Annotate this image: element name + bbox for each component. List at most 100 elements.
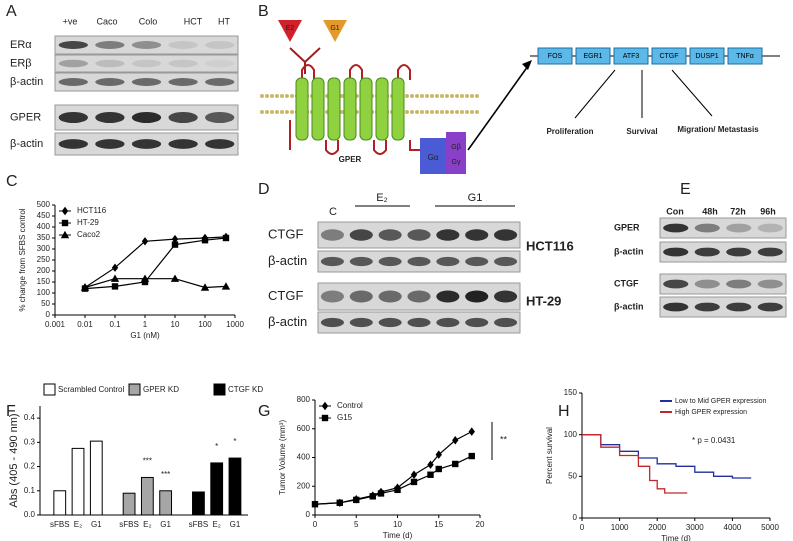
point bbox=[222, 234, 230, 242]
lipid bbox=[340, 110, 344, 114]
lipid bbox=[440, 110, 444, 114]
row-label: CTGF bbox=[614, 278, 639, 288]
helix bbox=[359, 77, 373, 141]
lipid bbox=[465, 94, 469, 98]
band bbox=[131, 139, 162, 149]
legend-label: Control bbox=[337, 401, 363, 410]
receptor-loops bbox=[289, 64, 420, 155]
y-tick-label: 0.0 bbox=[24, 510, 36, 519]
y-tick-label: 600 bbox=[297, 424, 311, 433]
band bbox=[757, 279, 783, 289]
band bbox=[663, 223, 689, 233]
legend-label: Caco2 bbox=[77, 230, 101, 239]
x-tick-label: 0.1 bbox=[109, 320, 121, 329]
lipid bbox=[475, 94, 479, 98]
g-beta-gamma bbox=[446, 132, 466, 174]
band bbox=[757, 302, 783, 312]
x-tick-label: G1 bbox=[230, 520, 241, 529]
bar bbox=[53, 490, 67, 516]
lipid bbox=[455, 110, 459, 114]
lipid bbox=[440, 94, 444, 98]
y-tick-label: 100 bbox=[564, 430, 578, 439]
lipid bbox=[280, 94, 284, 98]
bar bbox=[210, 462, 224, 516]
row-label: β-actin bbox=[10, 138, 43, 150]
point bbox=[221, 282, 231, 290]
x-tick-label: 10 bbox=[171, 320, 180, 329]
band bbox=[205, 41, 235, 49]
band bbox=[168, 112, 198, 123]
y-axis-label: Tumor Volume (mm³) bbox=[278, 420, 287, 496]
legend-label: Scrambled Control bbox=[58, 385, 124, 394]
band bbox=[58, 59, 88, 68]
lipid bbox=[435, 110, 439, 114]
significance: *** bbox=[161, 470, 170, 479]
y-tick-label: 200 bbox=[37, 266, 51, 275]
x-tick-label: E₂ bbox=[74, 520, 82, 529]
y-tick-label: 450 bbox=[37, 211, 51, 220]
lane-label: Caco bbox=[96, 16, 117, 26]
gene-label: FOS bbox=[548, 53, 563, 60]
point bbox=[435, 450, 442, 459]
y-tick-label: 150 bbox=[37, 277, 51, 286]
bar bbox=[71, 447, 85, 516]
band bbox=[757, 223, 783, 233]
y-tick-label: 50 bbox=[568, 471, 577, 480]
legend-label: High GPER expression bbox=[675, 409, 747, 416]
band bbox=[205, 139, 235, 149]
helix bbox=[295, 77, 309, 141]
lipid bbox=[260, 110, 264, 114]
x-axis-label: G1 (nM) bbox=[130, 331, 160, 340]
x-axis-label: Time (d) bbox=[661, 534, 691, 541]
band bbox=[663, 247, 689, 257]
panel-label: B bbox=[258, 3, 269, 20]
arrow bbox=[574, 69, 616, 119]
band bbox=[320, 229, 344, 241]
gene-box bbox=[651, 47, 687, 65]
x-tick-label: sFBS bbox=[50, 520, 70, 529]
lane-label: +ve bbox=[63, 16, 78, 26]
band bbox=[168, 139, 198, 149]
bar bbox=[159, 490, 173, 516]
legend-marker bbox=[61, 206, 69, 216]
annotation: * p = 0.0431 bbox=[692, 436, 736, 445]
helix bbox=[343, 77, 357, 141]
series-line bbox=[84, 236, 227, 289]
band bbox=[465, 290, 489, 303]
x-tick-label: 5000 bbox=[761, 523, 779, 532]
band bbox=[58, 112, 88, 123]
row-label: ERα bbox=[10, 39, 32, 51]
x-tick-label: 10 bbox=[393, 520, 402, 529]
x-tick-label: 1000 bbox=[611, 523, 629, 532]
blot-strip bbox=[659, 296, 787, 318]
band bbox=[407, 317, 431, 328]
legend-label: CTGF KD bbox=[228, 385, 263, 394]
band bbox=[436, 256, 460, 267]
x-tick-label: 0 bbox=[313, 520, 318, 529]
significance: * bbox=[233, 437, 236, 446]
point bbox=[171, 234, 179, 244]
gene-label: EGR1 bbox=[583, 53, 602, 60]
y-tick-label: 500 bbox=[37, 200, 51, 209]
band bbox=[757, 247, 783, 257]
y-tick-label: 0.4 bbox=[24, 413, 36, 422]
bar bbox=[122, 492, 136, 516]
band bbox=[694, 247, 720, 257]
band bbox=[349, 317, 373, 328]
lipid bbox=[420, 94, 424, 98]
bar bbox=[89, 440, 103, 516]
lipid bbox=[280, 110, 284, 114]
legend-label: HT-29 bbox=[77, 218, 99, 227]
band bbox=[465, 317, 489, 328]
band bbox=[378, 256, 402, 267]
point bbox=[110, 274, 120, 282]
y-tick-label: 150 bbox=[564, 388, 578, 397]
series-line bbox=[84, 237, 227, 290]
lipid bbox=[275, 110, 279, 114]
series-line bbox=[582, 434, 752, 479]
legend-marker bbox=[61, 219, 69, 227]
panel-label: G bbox=[258, 403, 270, 420]
helix bbox=[327, 77, 341, 141]
y-axis-label: Abs (405 - 490 nm) bbox=[8, 413, 20, 507]
lipid bbox=[270, 110, 274, 114]
